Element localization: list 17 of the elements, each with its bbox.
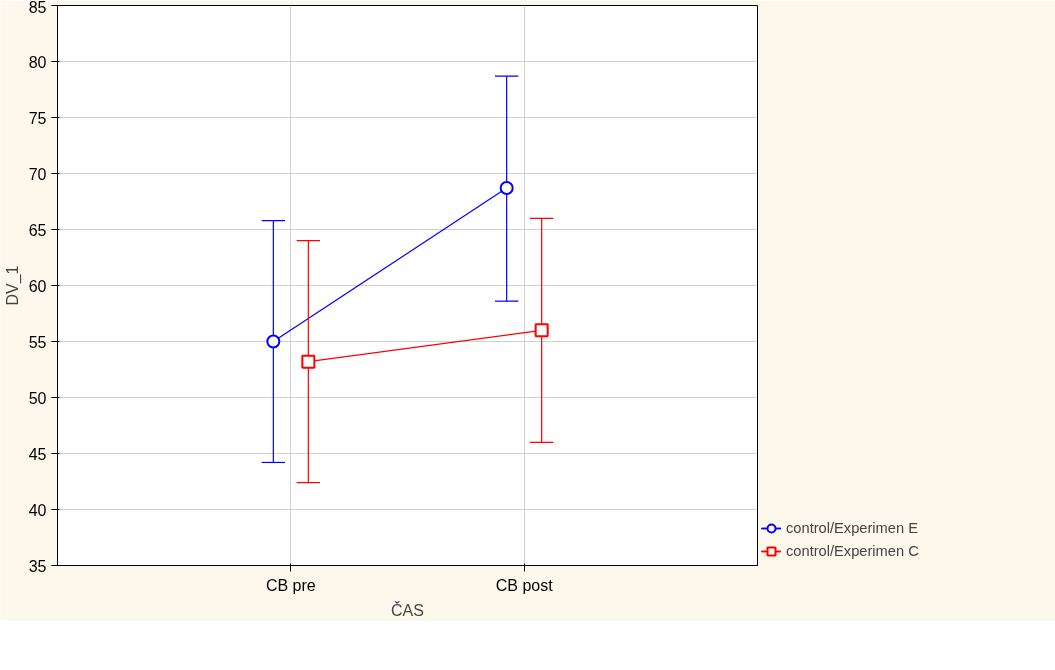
- y-tick-label: 60: [28, 277, 47, 295]
- x-axis-title: ČAS: [391, 600, 424, 619]
- legend-label: control/Experimen E: [786, 520, 918, 536]
- y-tick-label: 40: [28, 501, 47, 519]
- y-tick-label: 70: [28, 165, 47, 183]
- y-tick-label: 85: [28, 0, 47, 16]
- y-tick-label: 50: [28, 389, 47, 407]
- x-tick-label: CB pre: [265, 576, 316, 594]
- y-tick-label: 45: [28, 445, 47, 463]
- y-tick-label: 65: [28, 221, 47, 239]
- y-tick-label: 75: [28, 109, 47, 127]
- y-axis-title: DV_1: [3, 265, 22, 306]
- y-tick-label: 55: [28, 333, 47, 351]
- legend-label: control/Experimen C: [786, 543, 919, 559]
- y-tick-label: 80: [28, 53, 47, 71]
- x-tick-label: CB post: [495, 576, 554, 594]
- y-tick-label: 35: [28, 557, 47, 575]
